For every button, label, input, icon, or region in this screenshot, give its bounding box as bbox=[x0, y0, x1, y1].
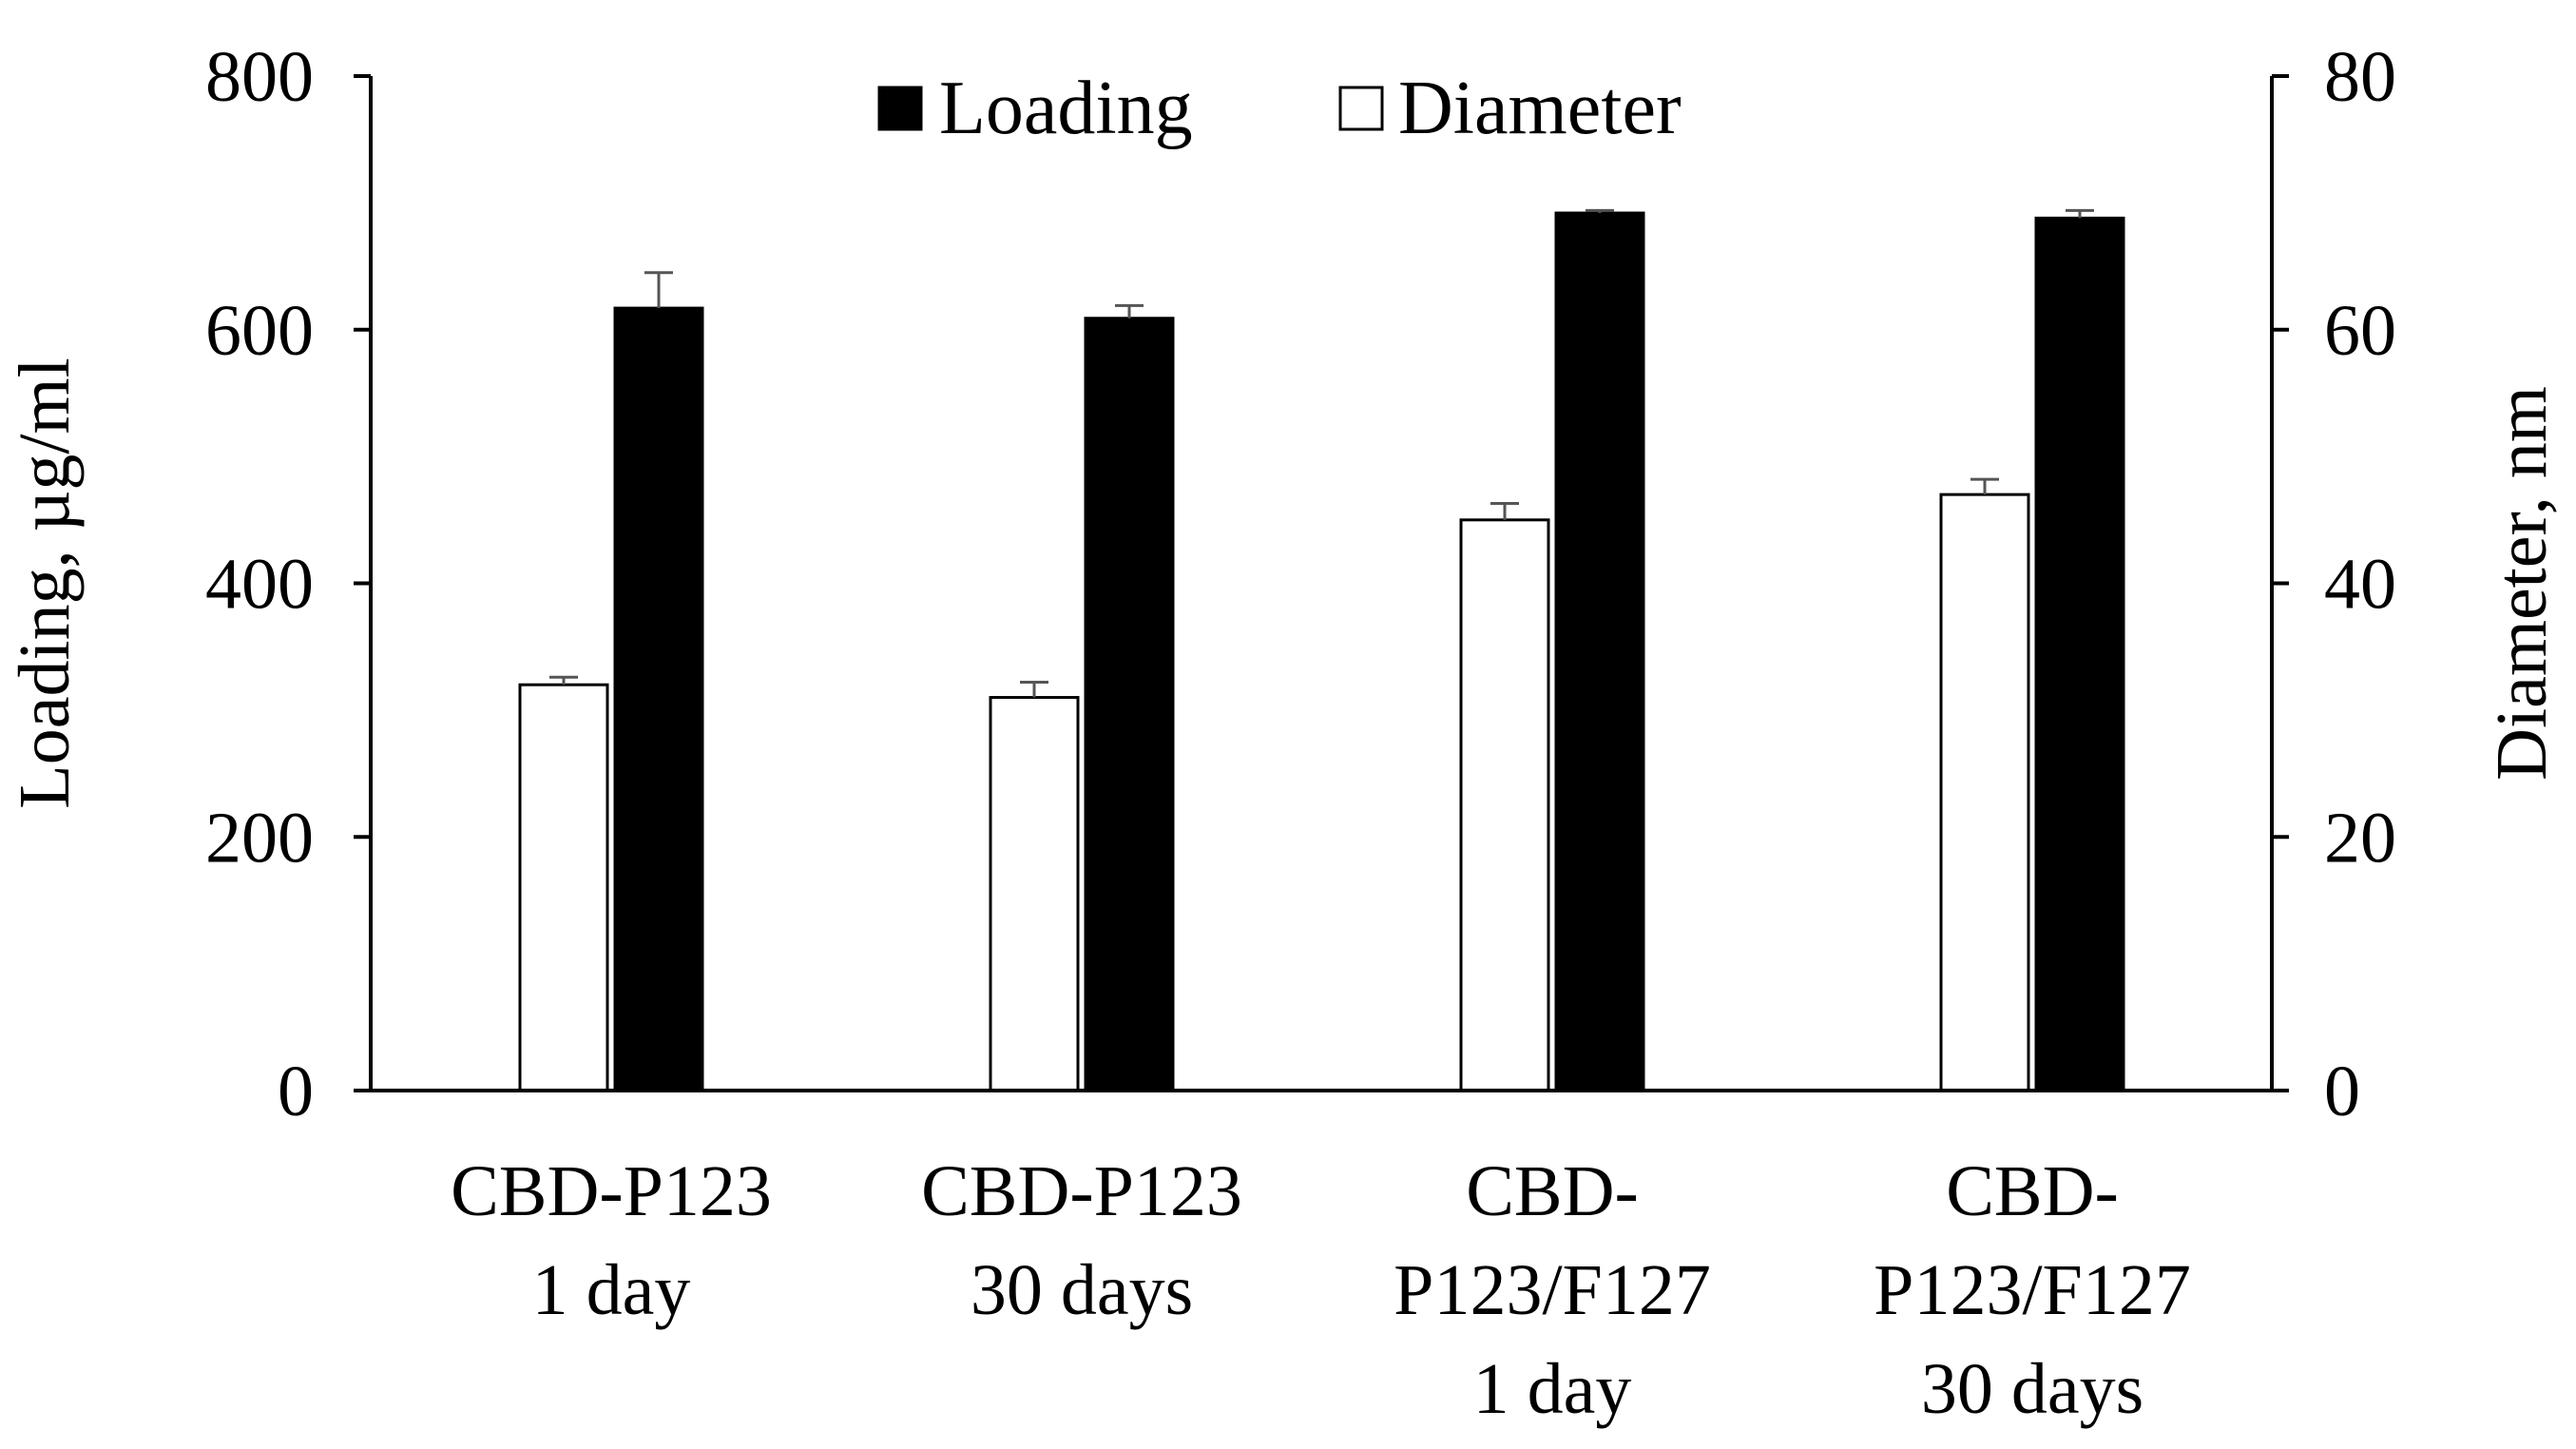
bar-loading-1 bbox=[613, 306, 704, 1092]
category-label-4-line-1: CBD- bbox=[1946, 1151, 2119, 1231]
right-axis-title: Diameter, nm bbox=[2482, 386, 2562, 781]
right-tick-label-0: 0 bbox=[2324, 1052, 2360, 1131]
category-label-1-line-1: CBD-P123 bbox=[451, 1151, 772, 1231]
labels-layer: CBD-P123 1 day CBD-P123 30 days CBD- P123/F12… bbox=[5, 37, 2562, 1429]
left-tick-label-0: 0 bbox=[278, 1052, 314, 1131]
category-label-3-line-3: 1 day bbox=[1473, 1349, 1632, 1429]
bar-loading-3 bbox=[1554, 211, 1645, 1092]
bar-loading-2 bbox=[1084, 317, 1175, 1092]
right-tick-label-60: 60 bbox=[2324, 291, 2396, 371]
category-label-1-line-2: 1 day bbox=[532, 1250, 691, 1330]
legend-swatch-diameter bbox=[1338, 86, 1384, 131]
bar-diameter-4 bbox=[1939, 493, 2030, 1092]
category-label-4-line-3: 30 days bbox=[1921, 1349, 2143, 1429]
category-label-2-line-1: CBD-P123 bbox=[921, 1151, 1242, 1231]
right-tick-label-80: 80 bbox=[2324, 37, 2396, 117]
left-axis-title: Loading, µg/ml bbox=[5, 357, 85, 808]
bar-loading-4 bbox=[2034, 216, 2125, 1092]
bar-diameter-2 bbox=[989, 696, 1080, 1092]
axes-layer bbox=[354, 74, 2289, 1092]
legend-swatch-loading bbox=[877, 86, 923, 131]
bar-diameter-3 bbox=[1459, 518, 1550, 1092]
legend-label-loading: Loading bbox=[939, 67, 1193, 150]
left-tick-label-800: 800 bbox=[205, 37, 314, 117]
left-tick-label-400: 400 bbox=[205, 545, 314, 625]
category-label-4-line-2: P123/F127 bbox=[1874, 1250, 2191, 1330]
legend-label-diameter: Diameter bbox=[1398, 67, 1682, 150]
category-label-3-line-2: P123/F127 bbox=[1394, 1250, 1711, 1330]
legend: Loading Diameter bbox=[877, 67, 1682, 150]
left-tick-label-200: 200 bbox=[205, 798, 314, 878]
category-label-2-line-2: 30 days bbox=[971, 1250, 1193, 1330]
left-tick-label-600: 600 bbox=[205, 291, 314, 371]
bars-layer bbox=[518, 208, 2125, 1092]
category-label-3-line-1: CBD- bbox=[1466, 1151, 1639, 1231]
bar-diameter-1 bbox=[518, 683, 609, 1092]
right-tick-label-40: 40 bbox=[2324, 545, 2396, 625]
right-tick-label-20: 20 bbox=[2324, 798, 2396, 878]
